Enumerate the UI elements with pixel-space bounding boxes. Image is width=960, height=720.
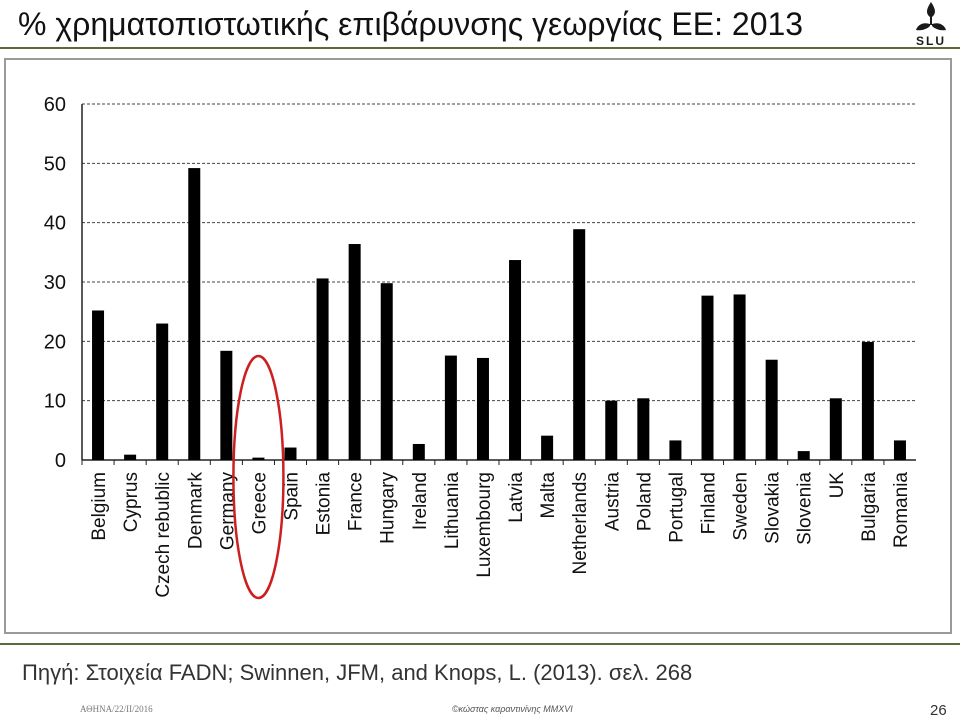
x-tick-label: Portugal — [666, 472, 687, 543]
x-tick-label: Denmark — [185, 472, 206, 550]
y-tick-label: 60 — [44, 94, 66, 116]
bar-spain — [284, 447, 297, 460]
bar-estonia — [316, 278, 329, 460]
x-tick-label: Poland — [634, 472, 655, 531]
bar-latvia — [509, 260, 522, 460]
footer-divider — [0, 643, 960, 645]
x-tick-label: France — [346, 472, 367, 531]
x-tick-label: Hungary — [378, 472, 399, 544]
bar-germany — [220, 350, 233, 460]
bar-romania — [893, 440, 906, 460]
x-tick-label: Bulgaria — [859, 472, 880, 542]
x-tick-label: Czech rebublic — [153, 472, 174, 598]
footer-location-date: ΑΘΗΝΑ/22/ΙΙ/2016 — [80, 704, 153, 714]
x-tick-label: Belgium — [89, 472, 110, 541]
x-tick-label: Greece — [249, 472, 270, 534]
bar-belgium — [92, 310, 105, 460]
bar-lithuania — [444, 355, 457, 460]
bar-sweden — [733, 294, 746, 460]
bar-ireland — [412, 443, 425, 460]
x-tick-label: Sweden — [731, 472, 752, 541]
x-tick-label: Finland — [699, 472, 720, 534]
bar-malta — [541, 435, 554, 460]
x-tick-label: Slovakia — [763, 472, 784, 544]
x-tick-label: Austria — [602, 472, 623, 532]
bar-bulgaria — [861, 341, 874, 460]
bar-austria — [605, 400, 618, 460]
title-divider — [0, 47, 960, 49]
x-tick-label: UK — [827, 472, 848, 499]
page-number: 26 — [930, 702, 947, 719]
slide-title: % χρηματοπιστωτικής επιβάρυνσης γεωργίας… — [18, 6, 804, 42]
bar-hungary — [380, 283, 393, 460]
y-tick-label: 40 — [44, 213, 66, 235]
x-tick-label: Netherlands — [570, 472, 591, 574]
bar-uk — [829, 398, 842, 460]
bar-cyprus — [124, 454, 137, 460]
y-tick-label: 20 — [44, 331, 66, 353]
y-tick-label: 10 — [44, 391, 66, 413]
bar-france — [348, 244, 361, 460]
x-tick-label: Estonia — [314, 472, 335, 536]
svg-text:SLU: SLU — [916, 34, 946, 48]
bar-portugal — [669, 440, 682, 460]
bar-slovenia — [797, 451, 810, 460]
x-tick-label: Latvia — [506, 472, 527, 523]
chart-frame: 0 10 20 30 40 50 60 Belgium Cyprus Czech rebublic… — [4, 58, 952, 634]
greece-highlight-ellipse — [232, 354, 285, 600]
x-tick-label: Ireland — [410, 472, 431, 530]
bar-poland — [637, 398, 650, 460]
y-tick-label: 30 — [44, 272, 66, 294]
bar-luxembourg — [476, 357, 489, 460]
bar-finland — [701, 295, 714, 460]
y-tick-label: 0 — [55, 450, 66, 472]
x-tick-label: Malta — [538, 472, 559, 519]
bar-greece — [252, 457, 265, 460]
x-tick-label: Cyprus — [121, 472, 142, 532]
x-tick-label: Romania — [891, 472, 912, 548]
bar-czech-rebublic — [156, 323, 169, 460]
source-citation: Πηγή: Στοιχεία FADN; Swinnen, JFM, and K… — [22, 660, 693, 685]
bar-chart: 0 10 20 30 40 50 60 Belgium Cyprus Czech rebublic… — [44, 94, 916, 600]
bar-denmark — [188, 168, 201, 460]
bar-netherlands — [573, 229, 586, 460]
x-tick-label: Spain — [282, 472, 303, 521]
x-tick-label: Lithuania — [442, 472, 463, 550]
bar-slovakia — [765, 359, 778, 460]
slu-logo: SLU — [916, 2, 946, 48]
y-tick-label: 50 — [44, 153, 66, 175]
x-tick-label: Luxembourg — [474, 472, 495, 578]
footer-copyright: ©κώστας καραντινίνης MMXVI — [452, 704, 573, 714]
x-tick-label: Slovenia — [795, 472, 816, 545]
